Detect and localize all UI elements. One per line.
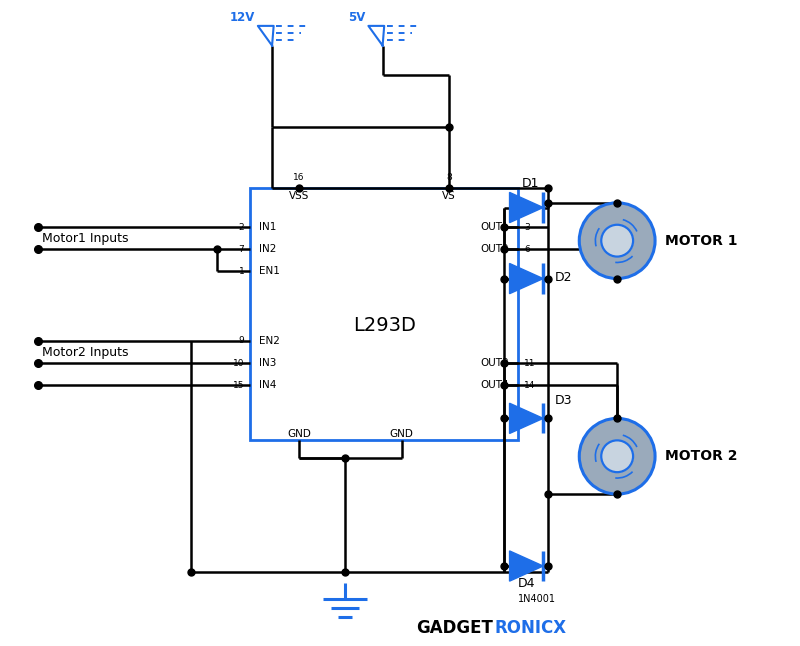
Text: IN2: IN2 [259,244,277,255]
Text: GADGET: GADGET [416,619,493,636]
Text: 1N4001: 1N4001 [518,594,555,604]
Text: GND: GND [390,428,414,439]
Text: D1: D1 [522,177,539,190]
Polygon shape [510,403,543,433]
Text: RONICX: RONICX [494,619,567,636]
Circle shape [579,203,655,278]
Polygon shape [510,264,543,294]
Text: L293D: L293D [353,317,416,335]
Text: EN2: EN2 [259,336,280,346]
Text: Motor2 Inputs: Motor2 Inputs [42,346,129,359]
Text: 3: 3 [524,223,530,232]
Text: OUT3: OUT3 [480,358,509,368]
Text: EN1: EN1 [259,266,280,276]
Text: IN4: IN4 [259,380,277,390]
Text: 16: 16 [293,173,305,182]
Text: 6: 6 [524,245,530,254]
Polygon shape [510,551,543,581]
Text: VSS: VSS [289,191,309,201]
Polygon shape [510,193,543,223]
Text: 14: 14 [524,380,535,390]
Text: 15: 15 [233,380,245,390]
Text: OUT1: OUT1 [480,222,509,233]
Text: 5V: 5V [348,10,366,23]
Text: D3: D3 [554,395,572,408]
Text: 8: 8 [446,173,452,182]
Text: 12V: 12V [230,10,254,23]
Text: D2: D2 [554,271,572,284]
Text: IN3: IN3 [259,358,277,368]
Text: 7: 7 [238,245,245,254]
Text: VS: VS [442,191,456,201]
Text: 11: 11 [524,359,535,368]
Text: D4: D4 [518,577,535,590]
Circle shape [602,441,633,472]
Text: MOTOR 1: MOTOR 1 [665,234,737,247]
Text: 1: 1 [238,267,245,276]
Text: OUT4: OUT4 [480,380,509,390]
Text: 10: 10 [233,359,245,368]
Text: OUT2: OUT2 [480,244,509,255]
Text: IN1: IN1 [259,222,277,233]
Circle shape [579,419,655,494]
Text: 9: 9 [238,337,245,346]
Circle shape [602,225,633,256]
FancyBboxPatch shape [250,188,518,441]
Text: GND: GND [287,428,311,439]
Text: MOTOR 2: MOTOR 2 [665,449,737,463]
Text: 2: 2 [239,223,245,232]
Text: Motor1 Inputs: Motor1 Inputs [42,232,129,245]
